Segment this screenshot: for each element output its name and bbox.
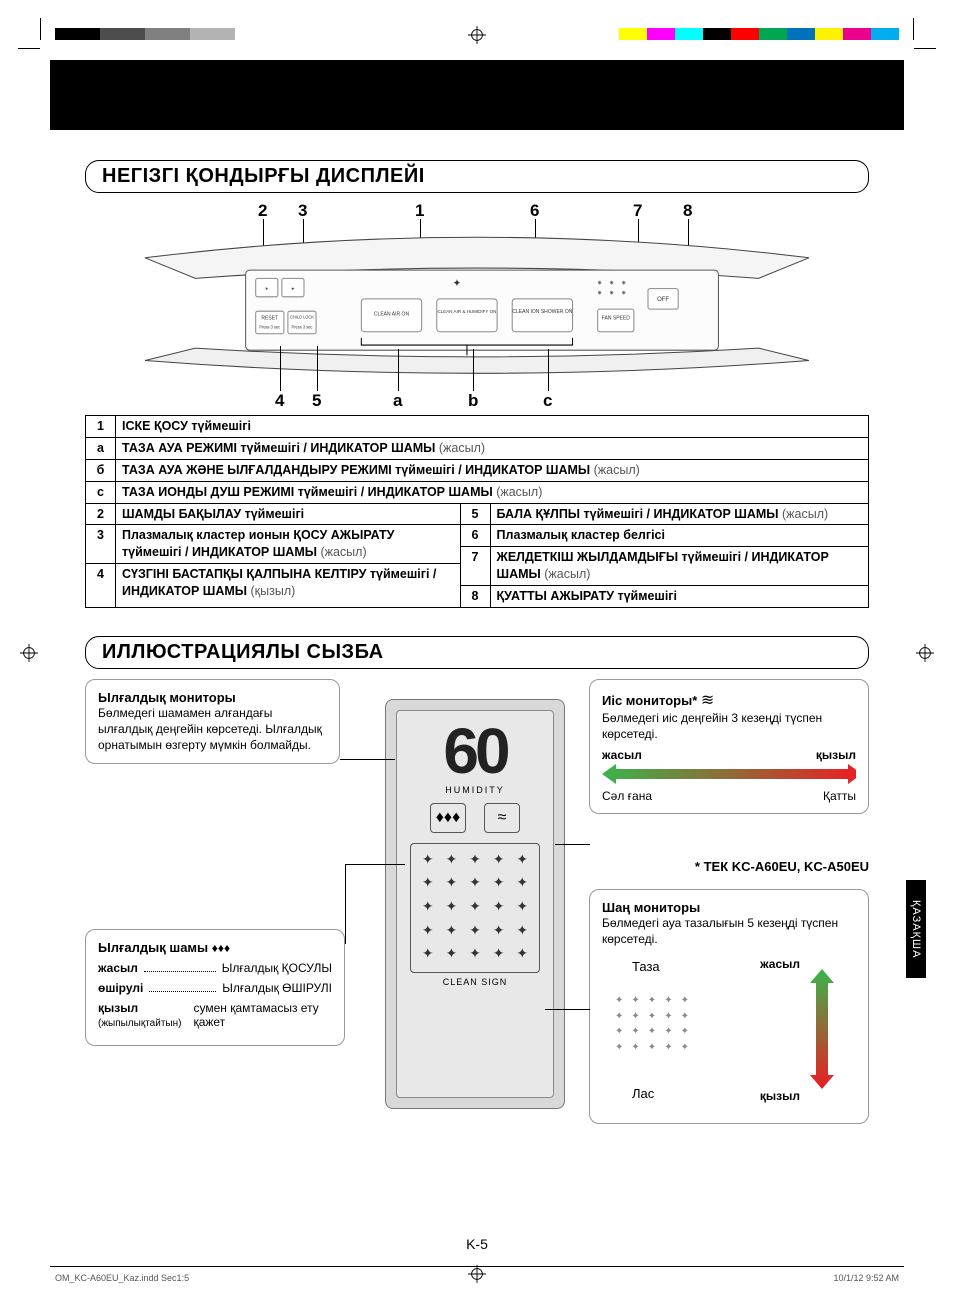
svg-text:Press 3 sec: Press 3 sec	[292, 325, 313, 330]
leader	[345, 864, 346, 944]
svg-text:❋: ❋	[622, 291, 626, 297]
svg-text:CLEAN AIR & HUMIDIFY ON: CLEAN AIR & HUMIDIFY ON	[437, 309, 496, 314]
svg-text:✦: ✦	[453, 278, 461, 289]
leader	[398, 349, 399, 391]
callout-a: a	[393, 391, 402, 411]
leader	[317, 346, 318, 391]
leader	[280, 346, 281, 391]
svg-text:❋: ❋	[622, 280, 626, 286]
svg-text:☀: ☀	[265, 287, 270, 293]
footer-rule	[50, 1266, 904, 1267]
models-note: * ТЕК KC-A60EU, KC-A50EU	[695, 859, 869, 874]
section1-title: НЕГІЗГІ ҚОНДЫРҒЫ ДИСПЛЕЙІ	[85, 160, 869, 193]
header-black-band	[50, 60, 904, 130]
illustration-grid: 60 HUMIDITY ♦♦♦ ≈ ✦✦✦✦✦ ✦✦✦✦✦ ✦✦✦✦✦ ✦✦✦✦…	[85, 679, 869, 1139]
callout-4: 4	[275, 391, 284, 411]
humidity-label: HUMIDITY	[445, 785, 505, 795]
svg-text:❋: ❋	[598, 291, 602, 297]
callout-5: 5	[312, 391, 321, 411]
svg-text:OFF: OFF	[657, 296, 669, 303]
callout-b: b	[468, 391, 478, 411]
svg-text:CLEAN AIR ON: CLEAN AIR ON	[374, 311, 410, 317]
crop-mark	[18, 48, 40, 49]
panel-illustration: ☀ ✦ RESET Press 3 sec CHILD LOCK Press 3 s…	[135, 227, 819, 381]
callout-2: 2	[258, 201, 267, 221]
registration-mark-icon	[916, 644, 934, 662]
dust-monitor-box: Шаң мониторы Бөлмедегі ауа тазалығын 5 к…	[589, 889, 869, 1124]
control-panel-diagram: 2 3 1 6 7 8 ☀ ✦ RESET Press 3 sec	[85, 201, 869, 411]
leader	[473, 349, 474, 391]
callout-6: 6	[530, 201, 539, 221]
section2-title: ИЛЛЮСТРАЦИЯЛЫ СЫЗБА	[85, 636, 869, 669]
svg-text:CLEAN ION SHOWER ON: CLEAN ION SHOWER ON	[512, 309, 572, 315]
page-content: НЕГІЗГІ ҚОНДЫРҒЫ ДИСПЛЕЙІ 2 3 1 6 7 8 ☀	[85, 160, 869, 1237]
crop-mark	[40, 18, 41, 40]
humidity-monitor-box: Ылғалдық мониторы Бөлмедегі шамамен алға…	[85, 679, 340, 765]
svg-text:FAN SPEED: FAN SPEED	[602, 315, 631, 321]
odor-monitor-box: Иіс мониторы* ≋ Бөлмедегі иіс деңгейін 3…	[589, 679, 869, 814]
registration-mark-icon	[468, 26, 486, 44]
legend-table: 1ІСКЕ ҚОСУ түймешігі aТАЗА АУА РЕЖИМІ тү…	[85, 415, 869, 608]
svg-text:Press 3 sec: Press 3 sec	[259, 325, 280, 330]
odor-gradient-arrow	[602, 762, 856, 786]
clean-sign-label: CLEAN SIGN	[443, 977, 508, 987]
callout-8: 8	[683, 201, 692, 221]
registration-mark-icon	[20, 644, 38, 662]
footer-right: 10/1/12 9:52 AM	[833, 1273, 899, 1283]
language-tab: ҚАЗАҚША	[906, 880, 926, 978]
humidity-light-box: Ылғалдық шамы ♦♦♦ жасылЫлғалдық ҚОСУЛЫ ө…	[85, 929, 345, 1046]
wave-icon: ≈	[484, 803, 520, 833]
leader	[555, 844, 590, 845]
leader	[340, 759, 395, 760]
clean-sign-grid: ✦✦✦✦✦ ✦✦✦✦✦ ✦✦✦✦✦ ✦✦✦✦✦ ✦✦✦✦✦	[410, 843, 540, 973]
humidity-value: 60	[443, 719, 506, 783]
callout-3: 3	[298, 201, 307, 221]
footer-left: OM_KC-A60EU_Kaz.indd Sec1:5	[55, 1273, 189, 1283]
svg-text:✦: ✦	[291, 287, 295, 293]
page-number: K-5	[0, 1236, 954, 1252]
callout-c: c	[543, 391, 552, 411]
svg-text:CHILD LOCK: CHILD LOCK	[290, 314, 314, 319]
bw-color-bars	[55, 28, 235, 40]
drops-icon: ♦♦♦	[430, 803, 466, 833]
svg-text:❋: ❋	[610, 291, 614, 297]
registration-mark-icon	[468, 1265, 486, 1283]
leader	[345, 864, 405, 865]
leader	[548, 349, 549, 391]
crop-mark	[914, 48, 936, 49]
dust-gradient-arrow	[808, 969, 836, 1089]
crop-mark	[913, 18, 914, 40]
svg-text:❋: ❋	[598, 280, 602, 286]
callout-7: 7	[633, 201, 642, 221]
callout-1: 1	[415, 201, 424, 221]
leader	[545, 1009, 590, 1010]
svg-text:RESET: RESET	[261, 315, 278, 321]
cmyk-color-bars	[619, 28, 899, 40]
display-unit: 60 HUMIDITY ♦♦♦ ≈ ✦✦✦✦✦ ✦✦✦✦✦ ✦✦✦✦✦ ✦✦✦✦…	[385, 699, 565, 1109]
svg-text:❋: ❋	[610, 280, 614, 286]
